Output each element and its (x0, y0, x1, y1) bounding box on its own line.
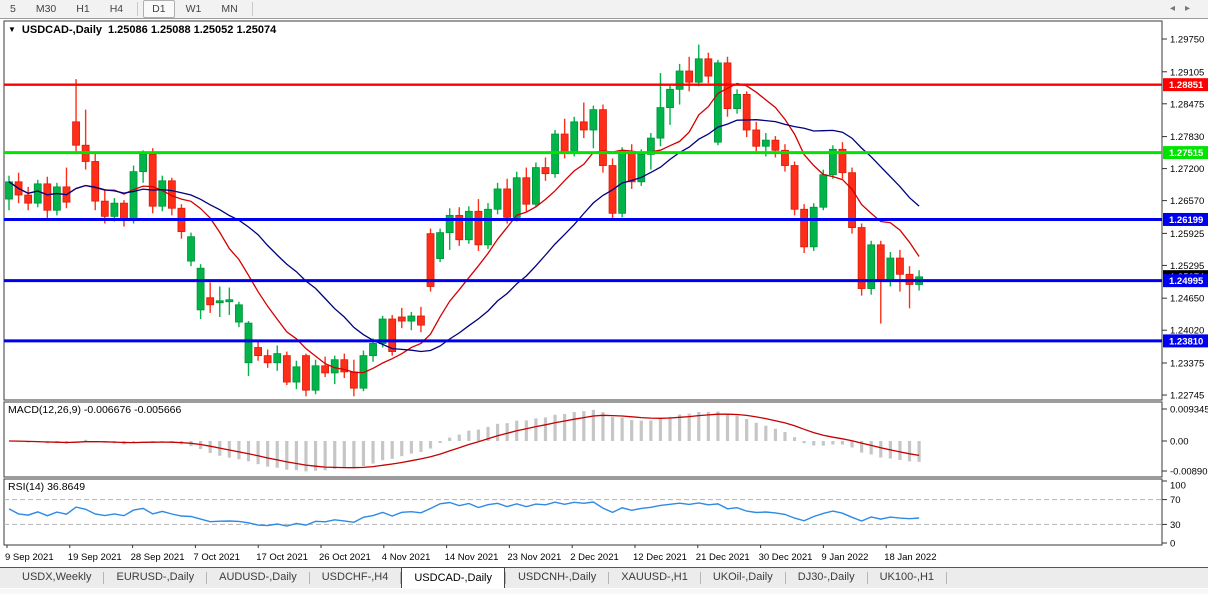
price-tick-label: 1.27200 (1170, 164, 1204, 175)
macd-indicator-label: MACD(12,26,9) -0.006676 -0.005666 (8, 404, 182, 416)
timeframe-button-5[interactable]: 5 (10, 3, 16, 15)
symbol-tab-dj30-daily[interactable]: DJ30-,Daily (797, 571, 855, 583)
price-tick-label: 1.29105 (1170, 67, 1204, 78)
svg-text:1.26199: 1.26199 (1169, 215, 1203, 226)
rsi-axis-label: 0 (1170, 539, 1175, 550)
tab-separator (866, 572, 868, 584)
price-tick-label: 1.25925 (1170, 229, 1204, 240)
price-tick-label: 1.23375 (1170, 358, 1204, 369)
tab-separator (308, 572, 310, 584)
tab-separator (699, 572, 701, 584)
timeframe-button-h4[interactable]: H4 (109, 3, 124, 15)
tab-separator (400, 572, 402, 584)
tab-separator (608, 572, 610, 584)
timeframe-button-m30[interactable]: M30 (35, 3, 57, 15)
date-tick-label: 9 Jan 2022 (821, 552, 868, 563)
price-tick-label: 1.26570 (1170, 196, 1204, 207)
date-tick-label: 23 Nov 2021 (507, 552, 561, 563)
svg-text:1.23810: 1.23810 (1169, 336, 1203, 347)
rsi-axis-label: 30 (1170, 520, 1181, 531)
hline-price-badge (1163, 334, 1208, 348)
price-tick-label: 1.24020 (1170, 326, 1204, 337)
date-tick-label: 4 Nov 2021 (382, 552, 431, 563)
symbol-tab-usdcnh-daily[interactable]: USDCNH-,Daily (517, 571, 597, 583)
symbol-tab-audusd-daily[interactable]: AUDUSD-,Daily (219, 571, 297, 583)
symbol-tab-xauusd-h1[interactable]: XAUUSD-,H1 (621, 571, 688, 583)
rsi-indicator-label: RSI(14) 36.8649 (8, 481, 86, 493)
svg-text:1.24995: 1.24995 (1169, 276, 1204, 287)
timeframe-toolbar: 5 M30 H1 H4 D1 W1 MN (0, 0, 1208, 19)
timeframe-button-w1[interactable]: W1 (185, 3, 202, 15)
price-tick-label: 1.28475 (1170, 99, 1204, 110)
macd-axis-label: 0.009345 (1170, 405, 1208, 416)
tab-separator (946, 572, 948, 584)
tabbar-scroll-arrows: ◂▸ (1170, 3, 1200, 14)
statusbar-strip (0, 589, 1208, 594)
hline-price-badge (1163, 212, 1208, 226)
date-tick-label: 7 Oct 2021 (193, 552, 239, 563)
chart-area[interactable]: 1.29750 1.29105 1.28475 1.27830 1.27200 1.265… (0, 20, 1208, 568)
hline-price-badge (1163, 146, 1208, 160)
timeframe-button-mn[interactable]: MN (221, 3, 238, 15)
svg-text:1.28851: 1.28851 (1169, 80, 1204, 91)
symbol-dropdown-icon[interactable]: ▼ (8, 24, 16, 34)
price-tick-label: 1.27830 (1170, 132, 1204, 143)
macd-axis-label: -0.008902 (1170, 467, 1208, 478)
date-tick-label: 30 Dec 2021 (759, 552, 813, 563)
ma-20-line (8, 119, 920, 353)
timeframe-button-h1[interactable]: H1 (76, 3, 90, 15)
chart-title: ▼ USDCAD-,Daily 1.25086 1.25088 1.25052 … (8, 24, 276, 36)
date-tick-label: 19 Sep 2021 (68, 552, 122, 563)
date-tick-label: 28 Sep 2021 (131, 552, 185, 563)
tab-scroll-left-icon[interactable]: ◂ (1169, 3, 1185, 14)
price-tick-label: 1.25295 (1170, 261, 1204, 272)
date-tick-label: 14 Nov 2021 (445, 552, 499, 563)
date-tick-label: 12 Dec 2021 (633, 552, 687, 563)
tab-separator (784, 572, 786, 584)
rsi-line (8, 501, 920, 527)
price-tick-label: 1.22745 (1170, 391, 1204, 402)
chart-canvas[interactable]: 1.29750 1.29105 1.28475 1.27830 1.27200 1.265… (0, 20, 1208, 568)
date-tick-label: 2 Dec 2021 (570, 552, 619, 563)
svg-text:1.27515: 1.27515 (1169, 148, 1204, 159)
toolbar-divider (251, 2, 253, 16)
macd-histogram (16, 409, 921, 472)
price-tick-label: 1.24650 (1170, 294, 1204, 305)
symbol-tab-eurusd-daily[interactable]: EURUSD-,Daily (116, 571, 195, 583)
date-tick-label: 17 Oct 2021 (256, 552, 308, 563)
timeframe-button-d1[interactable]: D1 (143, 0, 175, 18)
date-tick-label: 9 Sep 2021 (5, 552, 54, 563)
symbol-tab-ukoil-daily[interactable]: UKOil-,Daily (712, 571, 773, 583)
tab-separator (103, 572, 105, 584)
symbol-tab-usdcad-daily[interactable]: USDCAD-,Daily (401, 567, 505, 588)
symbol-tab-uk100-h1[interactable]: UK100-,H1 (879, 571, 935, 583)
hline-price-badge (1163, 78, 1208, 92)
hline-price-badge (1163, 274, 1208, 288)
macd-axis-label: 0.00 (1170, 437, 1189, 448)
tab-separator (206, 572, 208, 584)
candles-layer (5, 44, 923, 397)
symbol-tab-usdchf-h4[interactable]: USDCHF-,H4 (321, 571, 389, 583)
symbol-tabbar: USDX,Weekly EURUSD-,Daily AUDUSD-,Daily USD… (0, 567, 1208, 588)
tab-scroll-right-icon[interactable]: ▸ (1184, 3, 1200, 14)
macd-signal-line (8, 413, 920, 469)
symbol-quotes: 1.25086 1.25088 1.25052 1.25074 (108, 24, 277, 36)
date-tick-label: 26 Oct 2021 (319, 552, 371, 563)
rsi-axis-label: 70 (1170, 495, 1181, 506)
symbol-tab-usdx-weekly[interactable]: USDX,Weekly (22, 571, 92, 583)
tab-separator (504, 572, 506, 584)
toolbar-divider (137, 2, 139, 16)
date-tick-label: 21 Dec 2021 (696, 552, 750, 563)
price-tick-label: 1.29750 (1170, 34, 1204, 45)
date-tick-label: 18 Jan 2022 (884, 552, 936, 563)
symbol-name: USDCAD-,Daily (21, 24, 102, 36)
rsi-axis-label: 100 (1170, 481, 1186, 492)
